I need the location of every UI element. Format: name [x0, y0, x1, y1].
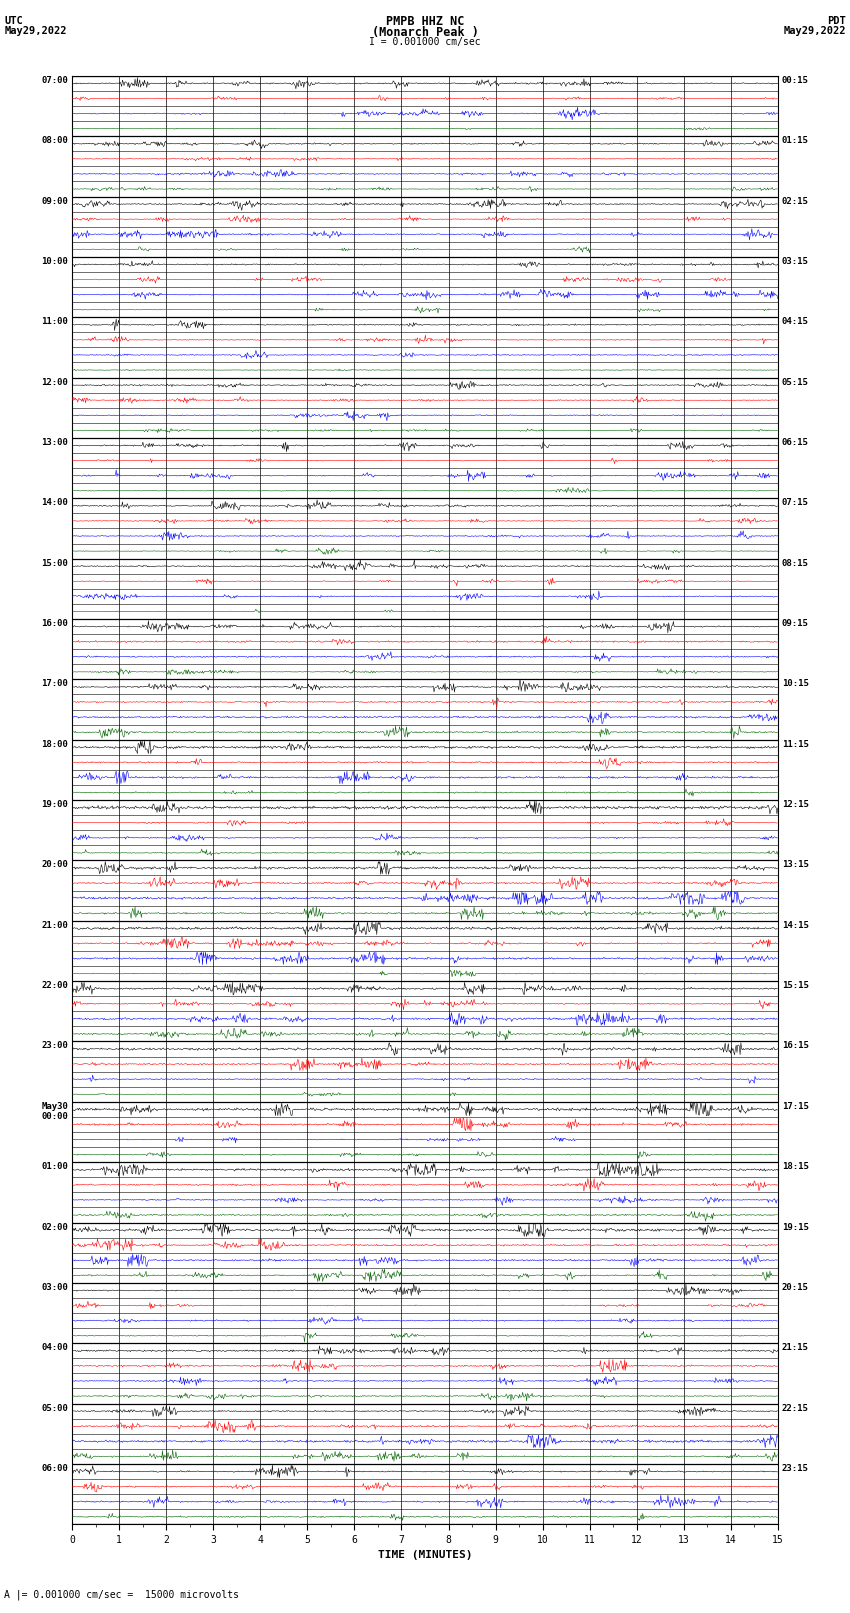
Text: 07:15: 07:15	[782, 498, 809, 506]
Text: 08:15: 08:15	[782, 558, 809, 568]
Text: 04:15: 04:15	[782, 318, 809, 326]
Text: 08:00: 08:00	[41, 135, 68, 145]
Text: 11:00: 11:00	[41, 318, 68, 326]
Text: 13:15: 13:15	[782, 860, 809, 869]
Text: 18:00: 18:00	[41, 740, 68, 748]
Text: UTC: UTC	[4, 16, 23, 26]
Text: 16:00: 16:00	[41, 619, 68, 627]
Text: 21:15: 21:15	[782, 1344, 809, 1352]
Text: 04:00: 04:00	[41, 1344, 68, 1352]
Text: May29,2022: May29,2022	[4, 26, 67, 35]
Text: 01:15: 01:15	[782, 135, 809, 145]
Text: 18:15: 18:15	[782, 1161, 809, 1171]
Text: I = 0.001000 cm/sec: I = 0.001000 cm/sec	[369, 37, 481, 47]
Text: 19:15: 19:15	[782, 1223, 809, 1231]
Text: 02:15: 02:15	[782, 197, 809, 205]
Text: 21:00: 21:00	[41, 921, 68, 929]
Text: 16:15: 16:15	[782, 1042, 809, 1050]
Text: 20:00: 20:00	[41, 860, 68, 869]
Text: 06:00: 06:00	[41, 1465, 68, 1473]
Text: PMPB HHZ NC: PMPB HHZ NC	[386, 15, 464, 27]
Text: A |= 0.001000 cm/sec =  15000 microvolts: A |= 0.001000 cm/sec = 15000 microvolts	[4, 1589, 239, 1600]
Text: 03:15: 03:15	[782, 256, 809, 266]
Text: 09:15: 09:15	[782, 619, 809, 627]
Text: 17:00: 17:00	[41, 679, 68, 689]
Text: 07:00: 07:00	[41, 76, 68, 85]
Text: 15:00: 15:00	[41, 558, 68, 568]
Text: 09:00: 09:00	[41, 197, 68, 205]
Text: 19:00: 19:00	[41, 800, 68, 810]
Text: 12:15: 12:15	[782, 800, 809, 810]
Text: 13:00: 13:00	[41, 439, 68, 447]
Text: 23:15: 23:15	[782, 1465, 809, 1473]
Text: 22:15: 22:15	[782, 1403, 809, 1413]
Text: 10:15: 10:15	[782, 679, 809, 689]
Text: 23:00: 23:00	[41, 1042, 68, 1050]
Text: 20:15: 20:15	[782, 1282, 809, 1292]
Text: 22:00: 22:00	[41, 981, 68, 990]
Text: 03:00: 03:00	[41, 1282, 68, 1292]
Text: 17:15: 17:15	[782, 1102, 809, 1111]
Text: 15:15: 15:15	[782, 981, 809, 990]
Text: (Monarch Peak ): (Monarch Peak )	[371, 26, 479, 39]
Text: 14:00: 14:00	[41, 498, 68, 506]
Text: 02:00: 02:00	[41, 1223, 68, 1231]
Text: 14:15: 14:15	[782, 921, 809, 929]
Text: 05:15: 05:15	[782, 377, 809, 387]
Text: 05:00: 05:00	[41, 1403, 68, 1413]
Text: PDT: PDT	[827, 16, 846, 26]
Text: May30
00:00: May30 00:00	[41, 1102, 68, 1121]
Text: 01:00: 01:00	[41, 1161, 68, 1171]
X-axis label: TIME (MINUTES): TIME (MINUTES)	[377, 1550, 473, 1560]
Text: 11:15: 11:15	[782, 740, 809, 748]
Text: 10:00: 10:00	[41, 256, 68, 266]
Text: 06:15: 06:15	[782, 439, 809, 447]
Text: 00:15: 00:15	[782, 76, 809, 85]
Text: May29,2022: May29,2022	[783, 26, 846, 35]
Text: 12:00: 12:00	[41, 377, 68, 387]
